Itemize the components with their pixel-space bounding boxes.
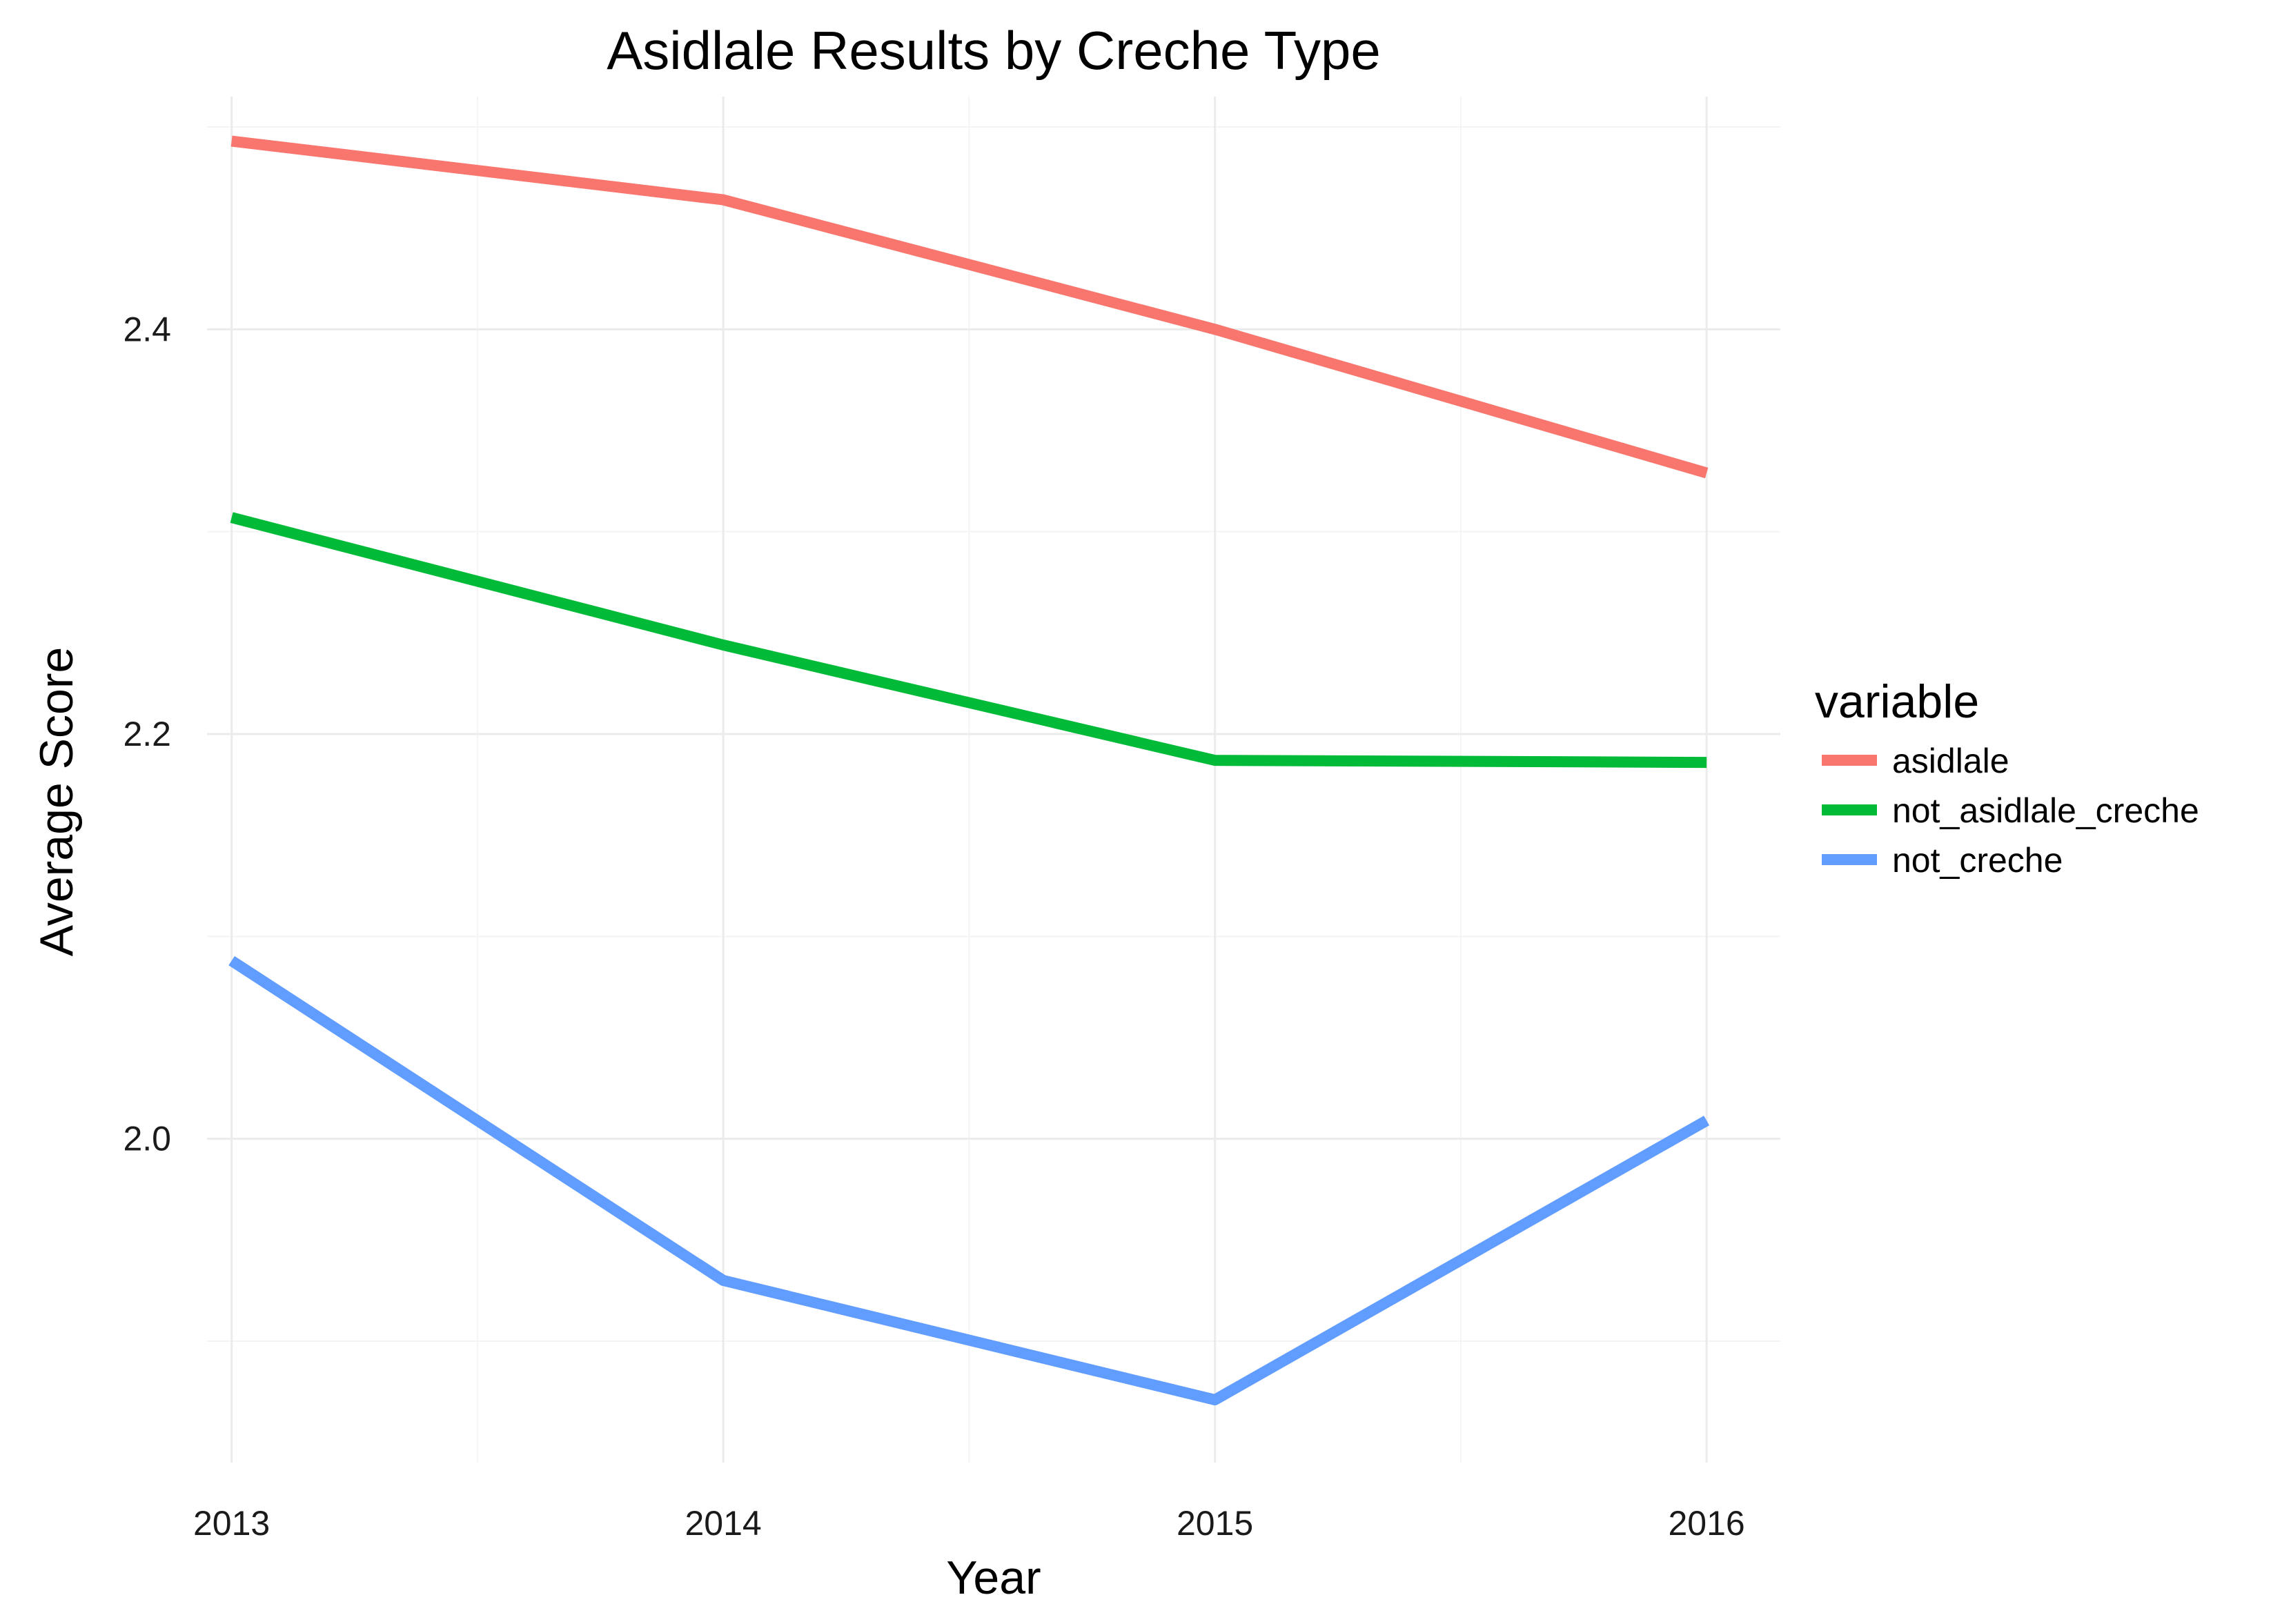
series-line-not-creche [228,955,1710,1406]
x-axis-tick-labels: 2013 2014 2015 2016 [193,1504,1745,1543]
legend-label: not_asidlale_creche [1892,791,2199,830]
minor-gridlines [207,97,1780,1463]
plot-panel [207,97,1780,1463]
series-line-asidlale [230,135,1709,479]
chart-title: Asidlale Results by Creche Type [607,20,1380,81]
legend-label: not_creche [1892,841,2063,880]
x-tick-label: 2013 [193,1504,270,1543]
y-tick-label: 2.2 [123,715,171,753]
y-tick-label: 2.4 [123,310,171,348]
x-tick-label: 2016 [1669,1504,1745,1543]
x-axis-title: Year [946,1552,1041,1604]
series-line-not-asidlale-creche [230,512,1707,769]
x-tick-label: 2014 [685,1504,762,1543]
major-gridlines [207,97,1780,1463]
y-tick-label: 2.0 [123,1120,171,1158]
y-axis-tick-labels: 2.0 2.2 2.4 [123,310,171,1158]
y-axis-title: Average Score [30,647,83,957]
x-tick-label: 2015 [1177,1504,1253,1543]
legend-items: asidlale not_asidlale_creche not_creche [1822,742,2199,880]
legend: variable asidlale not_asidlale_creche not_… [1815,675,2199,880]
legend-title: variable [1815,675,1979,728]
legend-label: asidlale [1892,742,2009,780]
series-lines [228,135,1710,1406]
